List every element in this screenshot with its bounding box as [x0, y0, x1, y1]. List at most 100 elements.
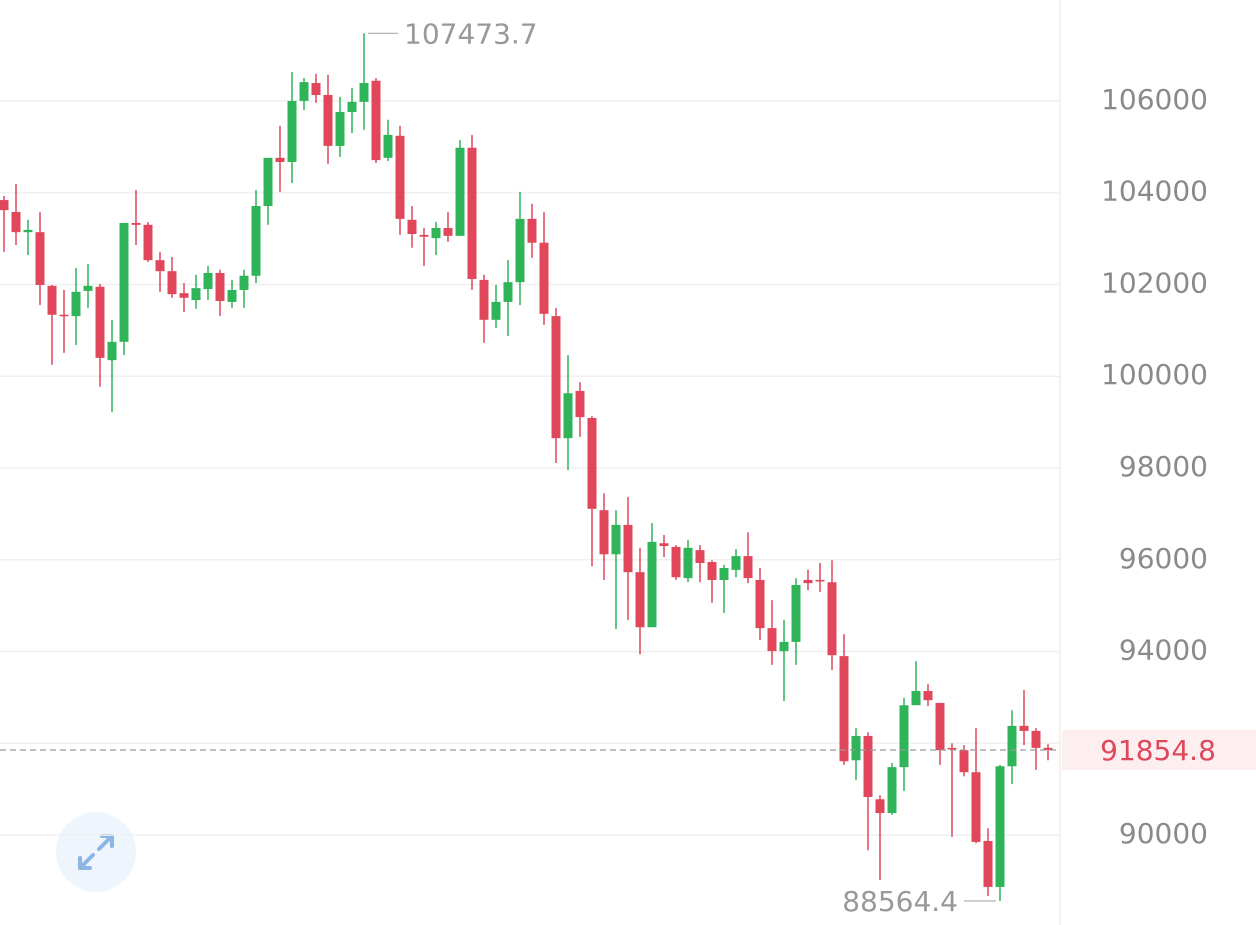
- candle-body: [311, 83, 321, 95]
- y-tick-label: 98000: [1119, 450, 1208, 483]
- candle-body: [23, 229, 33, 233]
- y-tick-label: 90000: [1119, 817, 1208, 850]
- candle-body: [467, 147, 477, 279]
- candle-body: [755, 579, 765, 629]
- candle-body: [455, 147, 465, 236]
- candle-body: [839, 656, 849, 762]
- candle-body: [119, 222, 129, 342]
- candle-body: [443, 228, 453, 236]
- candle-body: [551, 316, 561, 439]
- candle-body: [407, 219, 417, 235]
- candle-body: [779, 641, 789, 652]
- candle-body: [863, 735, 873, 797]
- candle-body: [11, 211, 21, 233]
- candle-body: [59, 314, 69, 317]
- candle-body: [683, 547, 693, 579]
- candle-body: [239, 275, 249, 290]
- candle-body: [287, 100, 297, 162]
- candle-body: [1043, 747, 1053, 750]
- candle-body: [623, 524, 633, 573]
- candle-body: [275, 157, 285, 162]
- candle-body: [947, 747, 957, 750]
- candle-body: [899, 705, 909, 768]
- candle-body: [743, 556, 753, 579]
- grid: [0, 100, 1060, 836]
- candle-body: [359, 83, 369, 102]
- candle-body: [347, 101, 357, 112]
- candle-body: [539, 242, 549, 314]
- candle-body: [299, 82, 309, 101]
- candle-body: [335, 111, 345, 146]
- y-tick-label: 100000: [1101, 358, 1208, 391]
- candle-body: [1031, 730, 1041, 748]
- candle-body: [995, 766, 1005, 887]
- candle-body: [599, 510, 609, 555]
- candle-body: [107, 341, 117, 361]
- candle-body: [911, 690, 921, 706]
- expand-icon: [78, 834, 114, 870]
- candle-body: [35, 232, 45, 285]
- candle-body: [575, 390, 585, 418]
- candle-body: [731, 556, 741, 570]
- expand-button-bg: [56, 812, 136, 892]
- y-tick-label: 94000: [1119, 634, 1208, 667]
- labels: 90000 94000 96000 98000 100000 102000 104000 10…: [0, 17, 1256, 918]
- candle-body: [983, 841, 993, 887]
- candle-body: [491, 301, 501, 320]
- candle-body: [191, 288, 201, 301]
- candle-body: [323, 94, 333, 146]
- candle-body: [251, 206, 261, 276]
- candle-body: [83, 285, 93, 291]
- candle-body: [827, 582, 837, 656]
- min-label: 88564.4: [842, 885, 958, 918]
- candle-body: [71, 291, 81, 317]
- candle-body: [143, 224, 153, 261]
- candle-body: [695, 550, 705, 563]
- last-price-bg: [1062, 729, 1256, 770]
- candle-body: [971, 772, 981, 842]
- max-label: 107473.7: [404, 17, 538, 50]
- candle-body: [647, 541, 657, 628]
- y-tick-label: 104000: [1101, 175, 1208, 208]
- candle-body: [215, 273, 225, 301]
- candle-body: [587, 417, 597, 509]
- candle-body: [203, 273, 213, 290]
- y-tick-label: 96000: [1119, 542, 1208, 575]
- candle-body: [815, 579, 825, 582]
- y-tick-label: 102000: [1101, 266, 1208, 299]
- candles: [0, 33, 1053, 901]
- candle-body: [47, 285, 57, 315]
- candle-body: [383, 134, 393, 158]
- candle-body: [0, 200, 9, 211]
- candle-body: [659, 543, 669, 547]
- candle-body: [851, 735, 861, 761]
- last-price-label: 91854.8: [1100, 734, 1216, 767]
- candle-body: [515, 218, 525, 283]
- candle-body: [167, 271, 177, 295]
- candle-body: [959, 750, 969, 773]
- candle-body: [635, 572, 645, 628]
- candle-body: [179, 293, 189, 298]
- candle-body: [95, 286, 105, 358]
- candle-body: [1007, 725, 1017, 767]
- candle-body: [611, 524, 621, 555]
- expand-button[interactable]: [56, 812, 136, 892]
- candle-body: [791, 585, 801, 642]
- candle-body: [227, 289, 237, 302]
- candle-body: [887, 767, 897, 814]
- candle-body: [935, 702, 945, 751]
- candle-body: [527, 218, 537, 243]
- candle-body: [719, 568, 729, 580]
- candle-body: [431, 228, 441, 239]
- y-tick-label: 106000: [1101, 83, 1208, 116]
- candle-body: [371, 80, 381, 161]
- candle-body: [263, 157, 273, 207]
- candle-body: [767, 628, 777, 652]
- candle-body: [563, 393, 573, 439]
- candle-body: [155, 260, 165, 272]
- candle-body: [479, 279, 489, 320]
- candle-body: [923, 690, 933, 701]
- candle-body: [671, 546, 681, 578]
- candle-body: [707, 562, 717, 580]
